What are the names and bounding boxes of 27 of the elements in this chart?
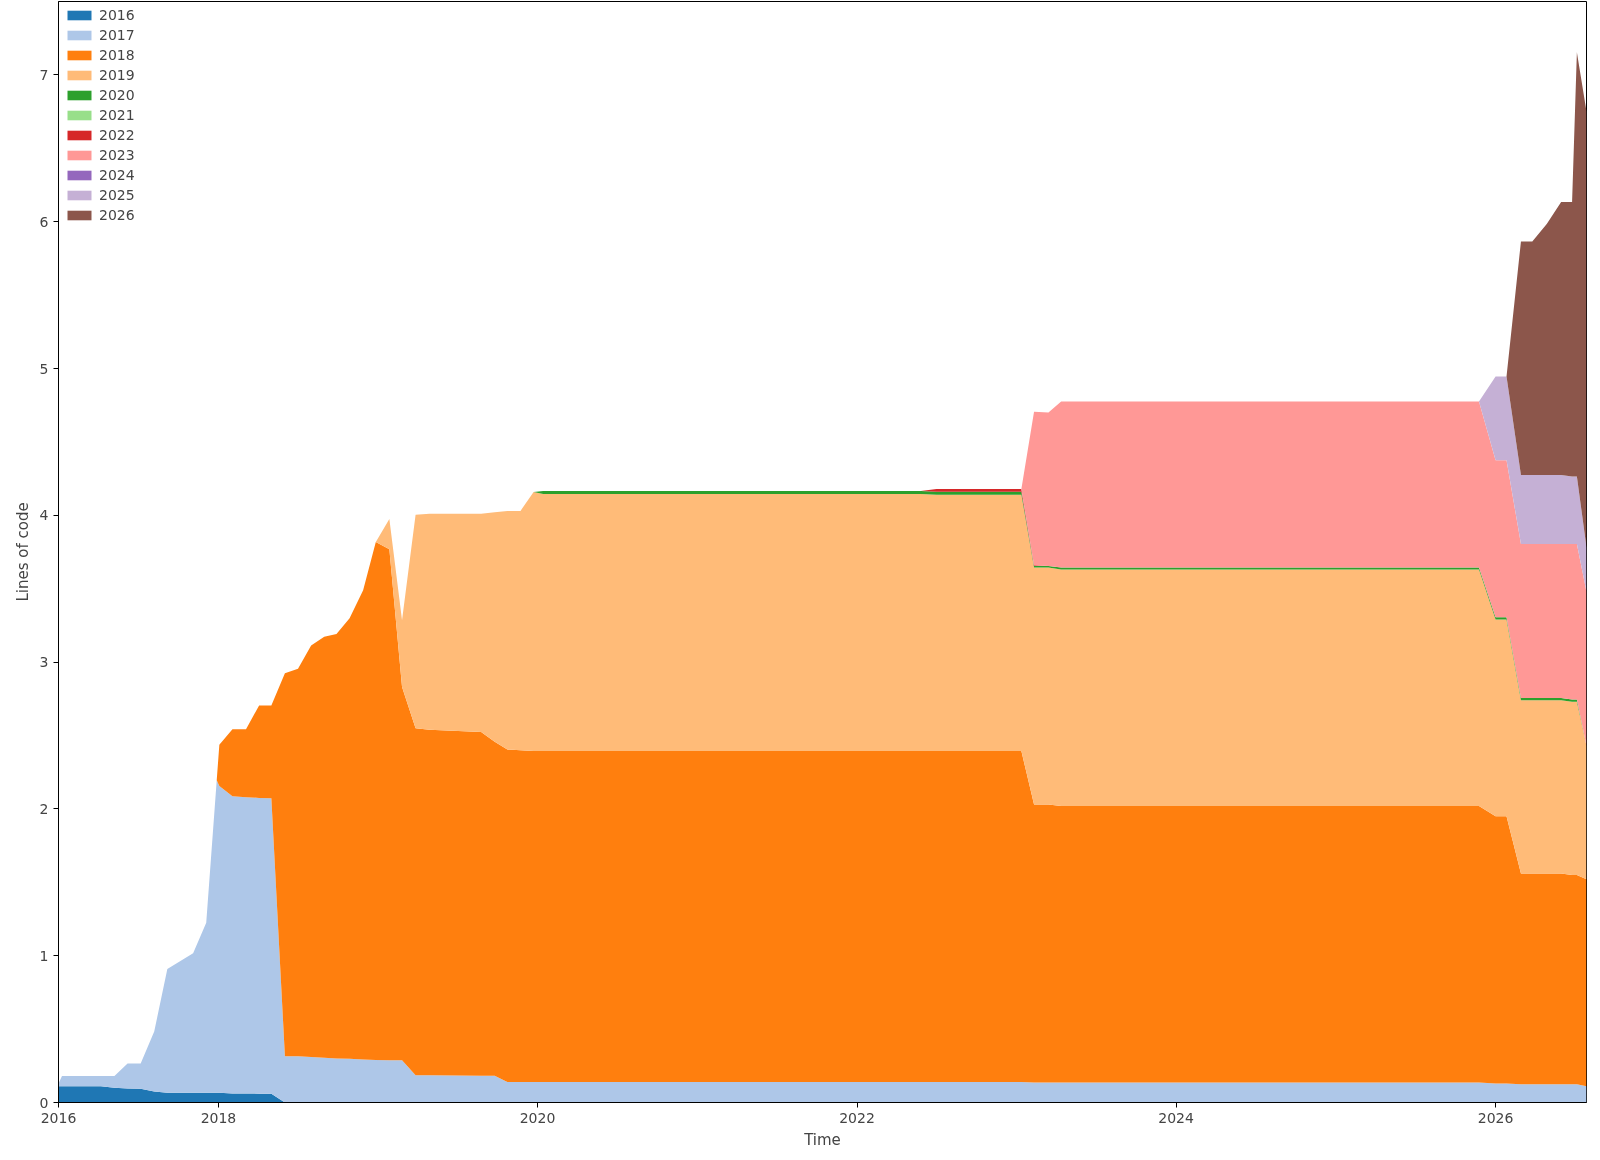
legend-label: 2024 — [99, 167, 135, 183]
y-tick-label: 7 — [39, 66, 49, 83]
y-tick-label: 0 — [39, 1094, 49, 1111]
y-tick-label: 1 — [39, 947, 49, 964]
x-tick-label: 2016 — [40, 1109, 77, 1126]
x-tick-label: 2018 — [200, 1109, 237, 1126]
y-axis-title: Lines of code — [13, 502, 32, 602]
legend-label: 2019 — [99, 67, 135, 83]
legend-label: 2022 — [99, 127, 135, 143]
y-tick-label: 6 — [39, 213, 49, 230]
x-tick-label: 2026 — [1477, 1109, 1514, 1126]
legend-label: 2021 — [99, 107, 135, 123]
legend-label: 2016 — [99, 7, 135, 23]
legend-label: 2026 — [99, 207, 135, 223]
legend-label: 2023 — [99, 147, 135, 163]
y-tick-label: 5 — [39, 360, 49, 377]
y-tick-label: 2 — [39, 800, 49, 817]
y-tick-label: 3 — [39, 654, 49, 671]
legend-label: 2018 — [99, 47, 135, 63]
x-axis-title: Time — [803, 1130, 841, 1149]
x-tick-label: 2022 — [839, 1109, 875, 1126]
x-tick-label: 2024 — [1158, 1109, 1194, 1126]
y-tick-label: 4 — [39, 507, 49, 524]
x-tick-label: 2020 — [519, 1109, 556, 1126]
legend-label: 2017 — [99, 27, 135, 43]
legend-label: 2025 — [99, 187, 135, 203]
legend-label: 2020 — [99, 87, 135, 103]
